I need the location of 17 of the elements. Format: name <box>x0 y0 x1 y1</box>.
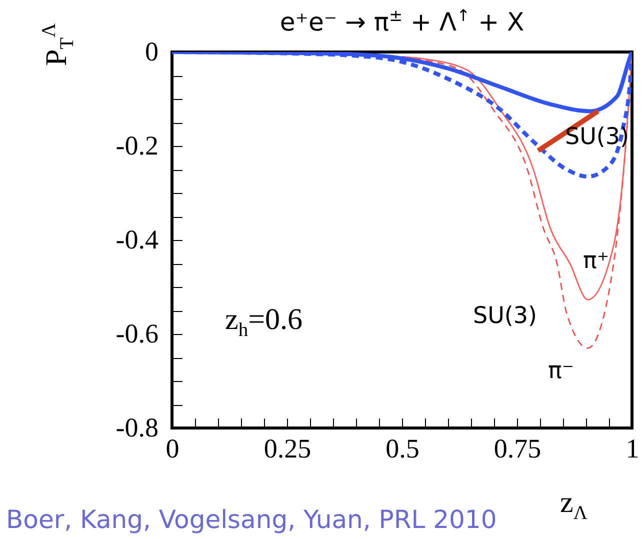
x-tick-label: 1 <box>626 434 640 464</box>
chart-title: e⁺e⁻ → π$^{±}$ + Λ$^{↑}$ + X <box>280 6 524 36</box>
x-axis-title: z$_{Λ}$ <box>560 486 588 524</box>
y-tick-label: -0.4 <box>116 224 159 254</box>
annotation: SU(3) <box>473 303 538 329</box>
annotation: z$_{h}$=0.6 <box>225 303 302 341</box>
y-tick-label: -0.6 <box>116 318 158 348</box>
annotation: π⁺ <box>583 248 609 274</box>
x-tick-label: 0.5 <box>386 434 420 464</box>
text: Boer, Kang, Vogelsang, Yuan, PRL 2010 <box>6 505 497 534</box>
x-tick-label: 0.25 <box>264 434 312 464</box>
x-tick-label: 0 <box>166 434 180 464</box>
x-tick-label: 0.75 <box>494 434 542 464</box>
y-tick-label: -0.2 <box>116 130 158 160</box>
annotation: π⁻ <box>548 358 574 384</box>
y-tick-label: 0 <box>145 36 158 66</box>
y-tick-label: -0.8 <box>116 412 158 442</box>
